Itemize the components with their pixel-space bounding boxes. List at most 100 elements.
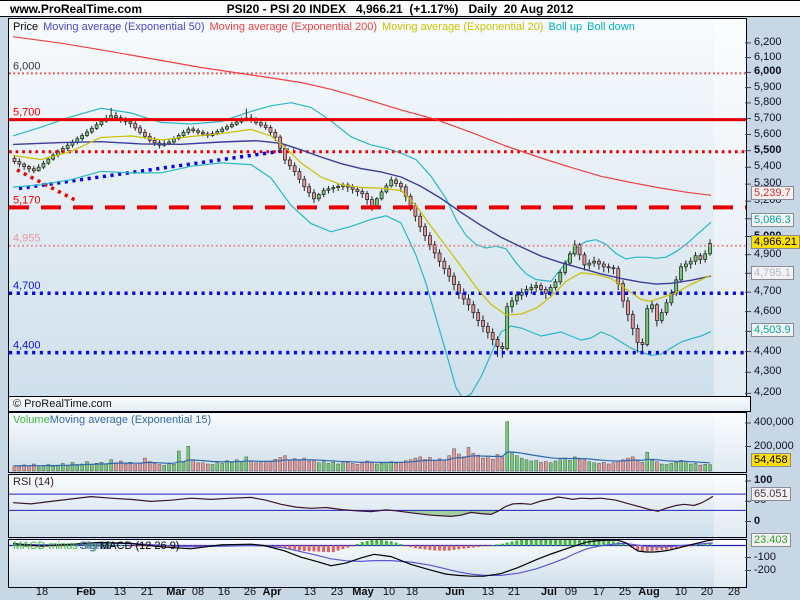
macd-histogram-bar bbox=[13, 544, 16, 546]
macd-histogram-bar bbox=[95, 544, 99, 546]
time-axis[interactable]: 18 Feb 13 21 Mar 08 16 26 Apr 13 23 May 10 18 Jun 13 21 J… bbox=[0, 586, 800, 600]
level-label-4700: 4,700 bbox=[13, 280, 41, 292]
date-label: Feb bbox=[76, 586, 96, 598]
macd-histogram-bar bbox=[75, 544, 79, 546]
volume-bar bbox=[568, 460, 572, 472]
price-tick-label: 6,100 bbox=[754, 50, 782, 63]
volume-bar bbox=[27, 466, 31, 472]
rsi-legend: RSI (14) bbox=[13, 476, 54, 488]
volume-bar bbox=[558, 459, 562, 472]
level-label-4955: 4,955 bbox=[13, 233, 41, 245]
candle-body bbox=[263, 124, 268, 128]
macd-histogram-bar bbox=[418, 545, 422, 549]
volume-bar bbox=[669, 463, 674, 472]
candle-body bbox=[587, 262, 592, 266]
rsi-chart[interactable] bbox=[9, 475, 746, 537]
volume-bar bbox=[679, 460, 683, 472]
macd-histogram-bar bbox=[22, 545, 26, 547]
macd-histogram-bar bbox=[669, 545, 673, 549]
candle-body bbox=[321, 189, 326, 195]
candle-body bbox=[621, 283, 625, 302]
price-chart[interactable]: 6,000 5,700 5,170 4,955 4,700 4,400 bbox=[9, 19, 746, 396]
candle-body bbox=[708, 243, 712, 255]
volume-panel[interactable]: VolumeMoving average (Exponential 15) bbox=[8, 412, 747, 473]
future-zone bbox=[714, 540, 746, 587]
price-tick-label: 6,000 bbox=[754, 65, 782, 78]
volume-bar bbox=[703, 464, 707, 472]
level-label-5700: 5,700 bbox=[13, 107, 41, 119]
macd-histogram-bar bbox=[631, 545, 635, 548]
volume-bar bbox=[51, 465, 55, 472]
macd-histogram-bar bbox=[278, 545, 282, 548]
candle-body bbox=[514, 294, 519, 302]
macd-histogram-bar bbox=[640, 545, 644, 552]
volume-bar bbox=[46, 464, 51, 472]
date-label: Apr bbox=[262, 586, 282, 598]
macd-histogram-bar bbox=[544, 540, 548, 546]
volume-bar bbox=[650, 460, 654, 472]
volume-bar bbox=[12, 465, 17, 472]
rsi-tick-label: 0 bbox=[754, 514, 761, 527]
price-tick-label: 4,300 bbox=[754, 365, 782, 378]
volume-bar bbox=[191, 460, 195, 472]
macd-panel[interactable]: MACD minus SignalSignalMACD (12 26 9) bbox=[8, 539, 747, 588]
macd-histogram-bar bbox=[568, 540, 572, 546]
candle-body bbox=[17, 161, 22, 165]
price-chart-panel[interactable]: 6,000 5,700 5,170 4,955 4,700 4,400 Price Movi… bbox=[8, 18, 747, 397]
volume-bar bbox=[230, 462, 234, 472]
macd-histogram-bar bbox=[201, 545, 205, 547]
macd-histogram-bar bbox=[665, 545, 669, 550]
macd-histogram-bar bbox=[389, 541, 393, 546]
macd-histogram-bar bbox=[375, 540, 379, 546]
volume-bar bbox=[529, 460, 534, 472]
volume-bar bbox=[490, 459, 495, 472]
volume-bar bbox=[645, 452, 649, 472]
volume-bar bbox=[626, 457, 630, 472]
candle-body bbox=[698, 255, 703, 260]
rsi-panel[interactable]: RSI (14) bbox=[8, 474, 747, 538]
volume-chart[interactable] bbox=[9, 413, 746, 472]
macd-histogram-bar bbox=[128, 545, 132, 547]
macd-histogram-bar bbox=[689, 545, 693, 547]
candle-body bbox=[355, 188, 360, 192]
volume-bar bbox=[635, 460, 640, 472]
volume-bar bbox=[466, 447, 471, 472]
macd-histogram-bar bbox=[500, 543, 504, 546]
price-legend-item: Moving average (Exponential 50) bbox=[43, 21, 205, 33]
macd-histogram-bar bbox=[428, 545, 432, 551]
macd-histogram-bar bbox=[346, 545, 350, 548]
volume-bar bbox=[375, 463, 379, 472]
macd-histogram-bar bbox=[650, 545, 654, 551]
boll-down-value-box: 4,503.9 bbox=[751, 322, 794, 337]
price-legend-item: Moving average (Exponential 200) bbox=[209, 21, 378, 33]
volume-bar bbox=[457, 453, 461, 472]
macd-histogram-bar bbox=[578, 540, 582, 546]
volume-bar bbox=[481, 457, 485, 472]
volume-bar bbox=[157, 464, 162, 472]
volume-bar bbox=[495, 454, 500, 472]
macd-chart[interactable] bbox=[9, 540, 746, 587]
last-price-box: 4,966.21 bbox=[751, 234, 800, 249]
volume-bar bbox=[167, 463, 171, 472]
macd-histogram-bar bbox=[486, 545, 490, 547]
macd-histogram-bar bbox=[621, 543, 625, 546]
volume-bar bbox=[234, 459, 239, 472]
macd-histogram-bar bbox=[297, 545, 301, 551]
volume-bar bbox=[312, 459, 316, 472]
volume-bar bbox=[640, 462, 645, 472]
price-axis[interactable]: 6,200 6,100 6,000 5,900 5,800 5,700 5,600 5,500… bbox=[745, 0, 800, 600]
candle-body bbox=[176, 135, 181, 140]
candle-body bbox=[572, 244, 577, 255]
candle-body bbox=[418, 215, 423, 228]
candle-body bbox=[191, 128, 196, 132]
volume-bar bbox=[461, 456, 466, 472]
volume-bar bbox=[539, 462, 543, 472]
candle-body bbox=[399, 183, 403, 188]
candle-body bbox=[138, 127, 142, 133]
candle-body bbox=[181, 131, 186, 136]
price-legend: Price Moving average (Exponential 50) Movi… bbox=[13, 21, 640, 33]
candle-body bbox=[114, 115, 118, 119]
candle-body bbox=[167, 141, 171, 144]
volume-bar bbox=[263, 461, 268, 472]
candle-body bbox=[601, 263, 606, 268]
